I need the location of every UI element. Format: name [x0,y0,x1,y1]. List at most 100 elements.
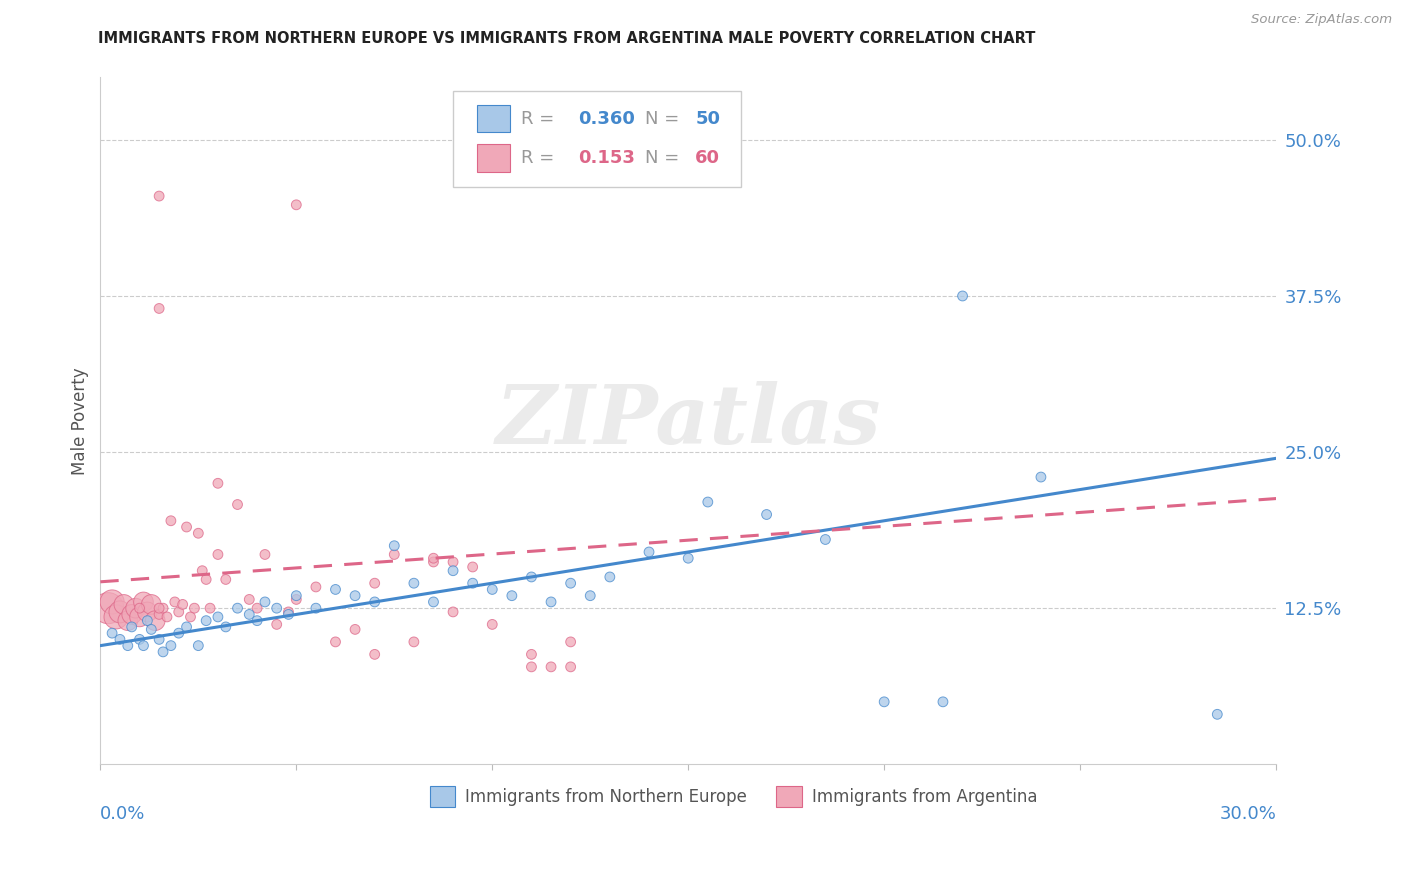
Point [540,595,562,609]
Point [187,639,209,653]
Point [246,614,269,628]
Bar [477,145,509,171]
Point [277,605,299,619]
Text: Source: ZipAtlas.com: Source: ZipAtlas.com [1251,13,1392,27]
Point [207,548,229,562]
Point [148,301,170,316]
Point [128,601,150,615]
Point [285,592,308,607]
Point [481,617,503,632]
Point [215,620,238,634]
Point [156,610,179,624]
Point [97,601,120,615]
Text: IMMIGRANTS FROM NORTHERN EUROPE VS IMMIGRANTS FROM ARGENTINA MALE POVERTY CORREL: IMMIGRANTS FROM NORTHERN EUROPE VS IMMIG… [98,31,1036,46]
Point [363,595,385,609]
Point [132,595,155,609]
Text: Immigrants from Northern Europe: Immigrants from Northern Europe [465,788,747,805]
Point [520,648,543,662]
Point [461,576,484,591]
Point [136,605,159,619]
Point [363,576,385,591]
Point [172,598,194,612]
Text: N =: N = [645,149,685,167]
Point [238,592,260,607]
Point [148,601,170,615]
Point [755,508,778,522]
Point [540,660,562,674]
Point [141,623,163,637]
Point [253,548,276,562]
Text: ZIPatlas: ZIPatlas [495,381,882,461]
Y-axis label: Male Poverty: Male Poverty [72,367,89,475]
Point [128,632,150,647]
Point [183,601,205,615]
Text: 0.360: 0.360 [578,110,634,128]
Text: 30.0%: 30.0% [1219,805,1277,823]
Point [152,645,174,659]
Point [141,598,163,612]
Point [176,520,198,534]
Point [160,514,183,528]
Point [441,605,464,619]
Point [422,555,444,569]
Point [101,626,124,640]
Point [325,635,347,649]
Point [117,614,139,628]
Point [226,498,249,512]
Point [305,580,328,594]
Point [285,198,308,212]
Point [128,610,150,624]
Point [560,660,582,674]
FancyBboxPatch shape [453,91,741,187]
Point [148,607,170,622]
Point [112,598,135,612]
Point [195,614,218,628]
Point [207,610,229,624]
Point [152,601,174,615]
Point [285,589,308,603]
Point [226,601,249,615]
Point [422,595,444,609]
Point [136,614,159,628]
Point [124,601,146,615]
Point [148,189,170,203]
Point [579,589,602,603]
Text: 50: 50 [696,110,720,128]
Bar [477,105,509,132]
Point [179,610,201,624]
Point [560,576,582,591]
Point [344,623,367,637]
Point [187,526,209,541]
Point [501,589,523,603]
Point [560,635,582,649]
Point [207,476,229,491]
Point [195,573,218,587]
Point [132,639,155,653]
Point [143,614,166,628]
Text: 60: 60 [696,149,720,167]
Point [481,582,503,597]
Point [167,605,190,619]
Point [121,607,143,622]
Point [441,564,464,578]
Point [167,626,190,640]
Point [422,551,444,566]
Point [101,595,124,609]
Point [599,570,621,584]
Point [163,595,186,609]
Text: R =: R = [522,110,560,128]
Point [1029,470,1052,484]
Point [1206,707,1229,722]
Point [246,601,269,615]
Point [117,639,139,653]
Point [108,605,131,619]
Point [363,648,385,662]
Point [382,539,405,553]
Point [176,620,198,634]
Text: N =: N = [645,110,685,128]
Point [520,660,543,674]
Point [105,610,128,624]
Bar [430,786,456,807]
Point [266,617,288,632]
Point [932,695,955,709]
